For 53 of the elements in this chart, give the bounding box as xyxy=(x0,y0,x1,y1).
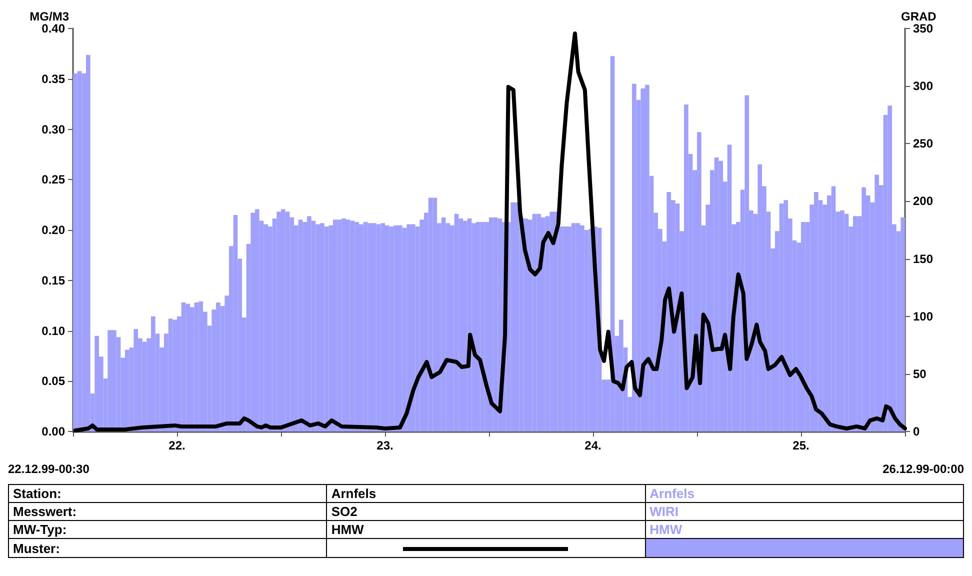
text: MW-Typ: xyxy=(8,520,327,538)
text: Station: xyxy=(8,484,327,502)
x-tick-label: 23. xyxy=(376,438,394,452)
bar xyxy=(714,157,719,432)
bar xyxy=(831,186,836,432)
bar xyxy=(350,220,355,432)
text: 26.12.99-00:00 xyxy=(882,462,964,478)
y2-tick-label: 200 xyxy=(913,194,934,208)
bar xyxy=(532,214,537,432)
bar xyxy=(285,212,290,432)
y2-tick-label: 0 xyxy=(913,424,920,438)
x-tick-label: 22. xyxy=(168,438,186,452)
y2-tick-label: 100 xyxy=(913,309,934,324)
text: WIRI xyxy=(645,502,964,520)
y-tick-label: 0.10 xyxy=(42,324,66,338)
x-tick-label: 24. xyxy=(584,438,602,452)
text: 22.12.99-00:30 xyxy=(8,462,90,478)
text: Messwert: xyxy=(8,502,327,520)
text: HMW xyxy=(645,520,964,538)
y-tick-label: 0.30 xyxy=(42,122,66,136)
y-tick-label: 0.40 xyxy=(42,22,66,36)
y2-tick-label: 300 xyxy=(913,79,934,94)
bar xyxy=(571,223,576,432)
bar xyxy=(298,220,303,432)
bar xyxy=(73,73,78,432)
y-axis-title: MG/M3 xyxy=(30,10,70,24)
y2-axis-title: GRAD xyxy=(901,10,937,24)
y-tick-label: 0.00 xyxy=(42,424,66,438)
text: HMW xyxy=(326,520,646,538)
text: Arnfels xyxy=(326,484,646,502)
y-tick-label: 0.35 xyxy=(42,72,66,86)
bar xyxy=(376,224,381,432)
text: Muster: xyxy=(8,538,327,558)
bar xyxy=(389,226,394,432)
x-tick-label: 25. xyxy=(792,438,810,452)
bar xyxy=(337,220,342,432)
bar xyxy=(233,215,238,432)
text: SO2 xyxy=(326,502,646,520)
y-tick-label: 0.15 xyxy=(42,273,66,288)
bar xyxy=(493,217,498,432)
y-tick-label: 0.25 xyxy=(42,172,66,187)
y2-tick-label: 250 xyxy=(913,136,934,151)
y-tick-label: 0.20 xyxy=(42,223,66,237)
y2-tick-label: 350 xyxy=(913,22,934,36)
bar xyxy=(900,217,905,432)
bar xyxy=(844,214,849,432)
bar xyxy=(363,222,368,432)
y2-tick-label: 50 xyxy=(913,366,927,381)
bar xyxy=(324,226,329,432)
y2-tick-label: 150 xyxy=(913,252,934,266)
y-tick-label: 0.05 xyxy=(42,374,66,388)
bar xyxy=(454,214,459,432)
text: Arnfels xyxy=(645,484,964,502)
